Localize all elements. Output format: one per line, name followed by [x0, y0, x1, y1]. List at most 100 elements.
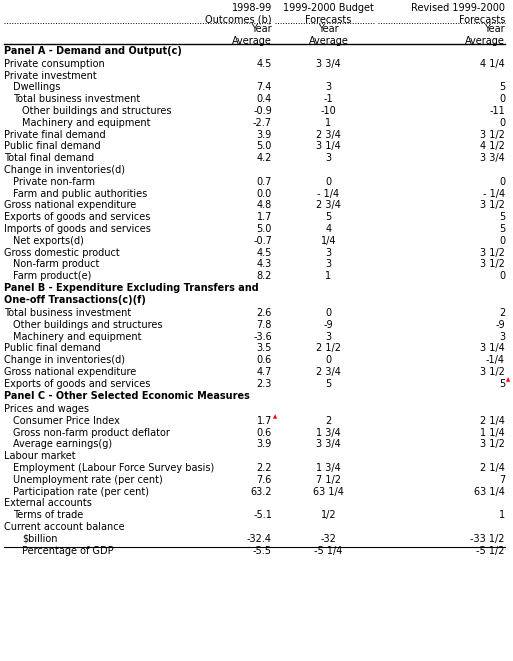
Text: Public final demand: Public final demand: [4, 141, 101, 151]
Text: 3 1/2: 3 1/2: [480, 248, 505, 258]
Text: 63 1/4: 63 1/4: [313, 486, 344, 496]
Text: Exports of goods and services: Exports of goods and services: [4, 379, 150, 389]
Text: Farm and public authorities: Farm and public authorities: [13, 188, 147, 198]
Text: Percentage of GDP: Percentage of GDP: [22, 545, 113, 556]
Text: 0: 0: [499, 236, 505, 246]
Text: -5 1/4: -5 1/4: [314, 545, 343, 556]
Text: - 1/4: - 1/4: [318, 188, 340, 198]
Text: Consumer Price Index: Consumer Price Index: [13, 416, 120, 426]
Text: 3: 3: [499, 332, 505, 342]
Text: 8.2: 8.2: [256, 271, 272, 281]
Text: 0: 0: [325, 176, 331, 187]
Text: 0: 0: [499, 176, 505, 187]
Text: -5.5: -5.5: [253, 545, 272, 556]
Text: -5.1: -5.1: [253, 510, 272, 520]
Text: 4.5: 4.5: [256, 248, 272, 258]
Text: $billion: $billion: [22, 534, 57, 544]
Text: Total final demand: Total final demand: [4, 153, 94, 163]
Text: Machinery and equipment: Machinery and equipment: [22, 118, 150, 128]
Text: 1: 1: [325, 271, 331, 281]
Text: -1/4: -1/4: [486, 356, 505, 366]
Text: Change in inventories(d): Change in inventories(d): [4, 356, 125, 366]
Text: Exports of goods and services: Exports of goods and services: [4, 212, 150, 222]
Text: Change in inventories(d): Change in inventories(d): [4, 165, 125, 175]
Text: 3: 3: [325, 153, 331, 163]
Text: 3 1/4: 3 1/4: [316, 141, 341, 151]
Text: 0.6: 0.6: [256, 428, 272, 438]
Text: -32: -32: [321, 534, 337, 544]
Text: 0: 0: [499, 118, 505, 128]
Text: 4.2: 4.2: [256, 153, 272, 163]
Text: Other buildings and structures: Other buildings and structures: [22, 106, 171, 116]
Text: 2: 2: [499, 308, 505, 318]
Text: 2 1/4: 2 1/4: [480, 416, 505, 426]
Text: 3 3/4: 3 3/4: [480, 153, 505, 163]
Text: -1: -1: [324, 95, 333, 104]
Text: 5: 5: [499, 379, 505, 389]
Text: 1.7: 1.7: [256, 416, 272, 426]
Text: 1: 1: [325, 118, 331, 128]
Text: Employment (Labour Force Survey basis): Employment (Labour Force Survey basis): [13, 463, 214, 473]
Text: 3 1/2: 3 1/2: [480, 367, 505, 377]
Text: -5 1/2: -5 1/2: [477, 545, 505, 556]
Text: Private consumption: Private consumption: [4, 59, 105, 69]
Text: 0.7: 0.7: [256, 176, 272, 187]
Text: 3.9: 3.9: [256, 130, 272, 139]
Text: -9: -9: [496, 320, 505, 330]
Text: 1 3/4: 1 3/4: [316, 428, 341, 438]
Text: -3.6: -3.6: [253, 332, 272, 342]
Text: Panel C - Other Selected Economic Measures: Panel C - Other Selected Economic Measur…: [4, 391, 250, 401]
Text: 4 1/4: 4 1/4: [480, 59, 505, 69]
Text: -33 1/2: -33 1/2: [470, 534, 505, 544]
Text: 3.5: 3.5: [256, 344, 272, 354]
Text: 1.7: 1.7: [256, 212, 272, 222]
Text: 1999-2000 Budget
Forecasts: 1999-2000 Budget Forecasts: [283, 3, 374, 24]
Text: -32.4: -32.4: [247, 534, 272, 544]
Text: 5: 5: [325, 379, 331, 389]
Text: -10: -10: [321, 106, 337, 116]
Text: Average earnings(g): Average earnings(g): [13, 440, 112, 449]
Text: 3 1/2: 3 1/2: [480, 200, 505, 210]
Text: 3: 3: [325, 83, 331, 93]
Text: 4.8: 4.8: [256, 200, 272, 210]
Text: 4 1/2: 4 1/2: [480, 141, 505, 151]
Text: 0: 0: [499, 271, 505, 281]
Text: -11: -11: [489, 106, 505, 116]
Text: 0: 0: [325, 308, 331, 318]
Text: 7: 7: [499, 475, 505, 485]
Text: 3 3/4: 3 3/4: [316, 59, 341, 69]
Text: -2.7: -2.7: [253, 118, 272, 128]
Text: 5.0: 5.0: [256, 224, 272, 234]
Text: 3 1/4: 3 1/4: [480, 344, 505, 354]
Text: -0.9: -0.9: [253, 106, 272, 116]
Text: Current account balance: Current account balance: [4, 522, 125, 532]
Text: 4.3: 4.3: [256, 259, 272, 270]
Text: Net exports(d): Net exports(d): [13, 236, 84, 246]
Text: Year
Average: Year Average: [465, 24, 505, 46]
Text: 0.6: 0.6: [256, 356, 272, 366]
Text: 0: 0: [325, 356, 331, 366]
Text: 7.4: 7.4: [256, 83, 272, 93]
Text: 4.5: 4.5: [256, 59, 272, 69]
Text: 2 3/4: 2 3/4: [316, 367, 341, 377]
Text: Machinery and equipment: Machinery and equipment: [13, 332, 142, 342]
Text: 3: 3: [325, 248, 331, 258]
Text: 4.7: 4.7: [256, 367, 272, 377]
Text: Farm product(e): Farm product(e): [13, 271, 91, 281]
Text: Gross national expenditure: Gross national expenditure: [4, 200, 136, 210]
Text: 3 1/2: 3 1/2: [480, 130, 505, 139]
Text: Revised 1999-2000
Forecasts: Revised 1999-2000 Forecasts: [411, 3, 505, 24]
Text: 7.8: 7.8: [256, 320, 272, 330]
Text: Private non-farm: Private non-farm: [13, 176, 95, 187]
Text: 2.2: 2.2: [256, 463, 272, 473]
Text: ▲: ▲: [273, 414, 277, 419]
Text: 2 3/4: 2 3/4: [316, 130, 341, 139]
Text: 3: 3: [325, 332, 331, 342]
Text: Prices and wages: Prices and wages: [4, 404, 89, 414]
Text: 2.3: 2.3: [256, 379, 272, 389]
Text: 3 1/2: 3 1/2: [480, 259, 505, 270]
Text: Participation rate (per cent): Participation rate (per cent): [13, 486, 149, 496]
Text: 2 1/4: 2 1/4: [480, 463, 505, 473]
Text: Gross national expenditure: Gross national expenditure: [4, 367, 136, 377]
Text: 1 3/4: 1 3/4: [316, 463, 341, 473]
